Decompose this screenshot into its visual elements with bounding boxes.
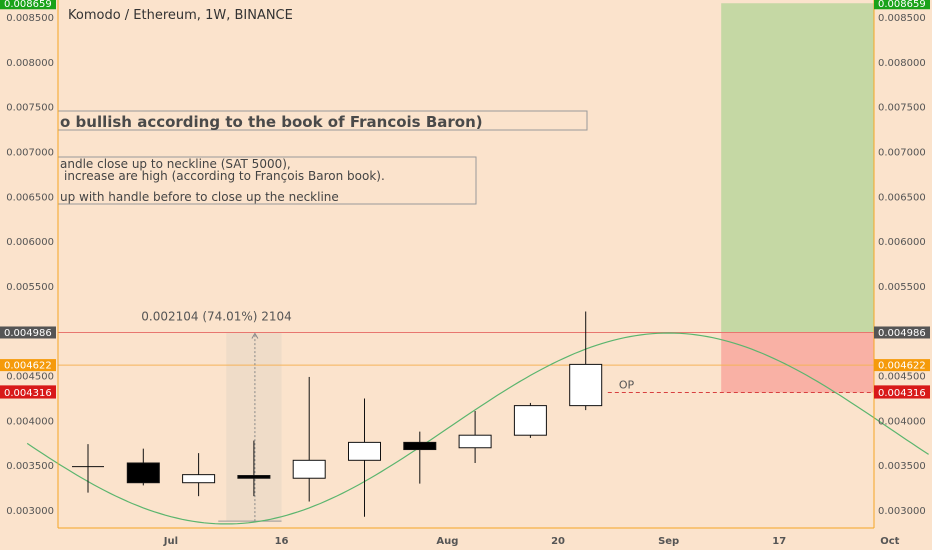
measure-label: 0.002104 (74.01%) 2104 [141, 309, 292, 323]
y-tick-label-left: 0.004500 [6, 372, 54, 383]
y-tick-label-right: 0.007500 [878, 103, 926, 114]
y-tick-label-right: 0.004000 [878, 416, 926, 427]
details-note-line-2: increase are high (according to François… [64, 169, 385, 183]
x-tick-label: Jul [163, 536, 178, 547]
x-tick-label: Sep [658, 536, 679, 547]
chart-title: Komodo / Ethereum, 1W, BINANCE [68, 8, 293, 23]
y-tick-label-left: 0.003000 [6, 506, 54, 517]
price-badge-bg [0, 0, 56, 10]
price-badge-right: 0.008659 [874, 0, 930, 10]
y-tick-label-left: 0.008000 [6, 58, 54, 69]
candle-body [569, 363, 603, 407]
y-tick-label-left: 0.003500 [6, 461, 54, 472]
x-tick-label: 20 [551, 536, 565, 547]
measure-arrow-head [251, 332, 259, 339]
candle[interactable] [569, 311, 603, 411]
notes-layer: o bullish according to the book of Franc… [57, 110, 588, 205]
zones-layer [226, 3, 874, 522]
candle[interactable] [292, 376, 326, 502]
x-tick-label: 16 [275, 536, 289, 547]
details-note-line-3: up with handle before to close up the ne… [60, 190, 339, 204]
price-badge-right: 0.004622 [874, 359, 930, 372]
curve-layer [26, 332, 929, 525]
price-badge-bg [0, 326, 56, 339]
y-tick-label-right: 0.003500 [878, 461, 926, 472]
y-tick-label-left: 0.007000 [6, 147, 54, 158]
price-badge-right: 0.004316 [874, 386, 930, 399]
price-badge-left: 0.004986 [0, 326, 56, 339]
candle[interactable] [403, 431, 437, 484]
candle-body [126, 462, 160, 484]
x-tick-label: Oct [880, 536, 899, 547]
price-badge-bg [874, 326, 930, 339]
y-tick-label-right: 0.006000 [878, 237, 926, 248]
y-tick-label-right: 0.005500 [878, 282, 926, 293]
candle[interactable] [348, 398, 381, 517]
candle[interactable] [513, 402, 547, 438]
price-badge-label: 0.004622 [878, 361, 926, 372]
price-badge-left: 0.008659 [0, 0, 56, 10]
y-tick-label-right: 0.004500 [878, 372, 926, 383]
y-tick-label-right: 0.008000 [878, 58, 926, 69]
cup-curve [26, 332, 929, 525]
x-tick-label: Aug [436, 536, 458, 547]
candle[interactable] [458, 411, 492, 463]
candle-body [182, 474, 216, 484]
price-badge-bg [874, 386, 930, 399]
price-badge-label: 0.004986 [878, 328, 926, 339]
candle-body [513, 405, 547, 436]
lines-layer: OP 0.002104 (74.01%) 2104 [58, 309, 874, 522]
y-tick-label-right: 0.008500 [878, 13, 926, 24]
price-badge-bg [0, 386, 56, 399]
y-tick-label-left: 0.007500 [6, 103, 54, 114]
candle[interactable] [182, 453, 216, 497]
headline-note: o bullish according to the book of Franc… [60, 113, 483, 131]
candle-body [292, 459, 326, 479]
price-badge-left: 0.004316 [0, 386, 56, 399]
target-zone [721, 3, 874, 333]
candle-body [403, 441, 437, 451]
price-badge-label: 0.004622 [4, 361, 52, 372]
details-note-line-1: andle close up to neckline (SAT 5000), [60, 157, 291, 171]
price-badge-label: 0.004316 [878, 388, 926, 399]
price-badge-left: 0.004622 [0, 359, 56, 372]
price-badge-label: 0.008659 [878, 0, 926, 10]
y-tick-label-left: 0.008500 [6, 13, 54, 24]
y-tick-label-left: 0.006000 [6, 237, 54, 248]
y-tick-label-right: 0.006500 [878, 192, 926, 203]
price-badge-right: 0.004986 [874, 326, 930, 339]
price-badge-bg [874, 0, 930, 10]
x-tick-label: 17 [772, 536, 786, 547]
stop-label: OP [619, 379, 635, 392]
price-badge-label: 0.008659 [4, 0, 52, 10]
price-badge-label: 0.004986 [4, 328, 52, 339]
candle[interactable] [72, 444, 104, 493]
y-tick-label-left: 0.005500 [6, 282, 54, 293]
candles-layer[interactable] [72, 311, 603, 517]
stop-zone [721, 332, 874, 393]
candle-body [348, 441, 381, 461]
price-badge-label: 0.004316 [4, 388, 52, 399]
y-tick-label-right: 0.007000 [878, 147, 926, 158]
y-tick-label-left: 0.006500 [6, 192, 54, 203]
candle[interactable] [237, 440, 271, 497]
candle-body [458, 434, 492, 449]
candle[interactable] [126, 448, 160, 486]
price-badge-bg [0, 359, 56, 372]
price-badge-bg [874, 359, 930, 372]
candle-body [237, 475, 271, 479]
y-tick-label-right: 0.003000 [878, 506, 926, 517]
y-tick-label-left: 0.004000 [6, 416, 54, 427]
